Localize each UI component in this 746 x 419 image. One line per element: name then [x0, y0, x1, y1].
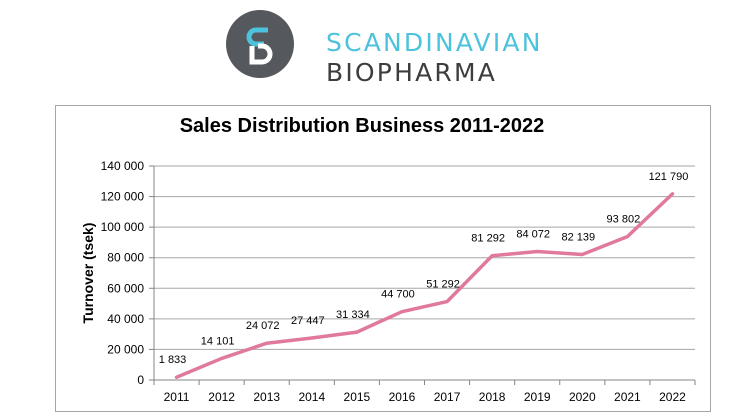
- y-tick-label: 0: [137, 373, 144, 387]
- chart-title: Sales Distribution Business 2011-2022: [180, 115, 545, 137]
- x-tick-label: 2021: [614, 390, 641, 404]
- x-tick-label: 2020: [569, 390, 596, 404]
- data-label: 24 072: [246, 320, 280, 332]
- series-line-turnover: [174, 192, 675, 379]
- logo-text-scandinavian: SCANDINAVIAN: [326, 28, 543, 57]
- data-label: 82 139: [561, 231, 595, 243]
- y-tick-label: 60 000: [107, 281, 144, 295]
- x-tick-label: 2017: [434, 390, 461, 404]
- data-label: 51 292: [426, 279, 460, 291]
- x-tick-label: 2022: [659, 390, 686, 404]
- x-tick-label: 2013: [253, 390, 280, 404]
- data-label: 84 072: [516, 228, 550, 240]
- x-tick-label: 2012: [208, 390, 235, 404]
- data-label: 27 447: [291, 315, 325, 327]
- logo-text-biopharma: BIOPHARMA: [326, 58, 498, 87]
- data-label: 93 802: [607, 214, 641, 226]
- data-label: 81 292: [471, 233, 505, 245]
- y-tick-label: 120 000: [101, 190, 145, 204]
- x-tick-label: 2014: [298, 390, 325, 404]
- sb-monogram-icon: [226, 10, 294, 78]
- x-tick-label: 2016: [389, 390, 416, 404]
- company-logo: SCANDINAVIAN BIOPHARMA: [226, 10, 540, 85]
- data-label: 44 700: [381, 289, 415, 301]
- y-tick-label: 140 000: [101, 159, 145, 173]
- data-label: 14 101: [201, 335, 235, 347]
- data-label: 31 334: [336, 309, 370, 321]
- y-tick-label: 100 000: [101, 220, 145, 234]
- data-label: 121 790: [649, 171, 689, 183]
- y-axis-label: Turnover (tsek): [80, 223, 96, 324]
- data-label: 1 833: [159, 354, 187, 366]
- y-tick-label: 40 000: [107, 312, 144, 326]
- x-tick-label: 2019: [524, 390, 551, 404]
- y-tick-label: 20 000: [107, 342, 144, 356]
- y-tick-label: 80 000: [107, 251, 144, 265]
- x-tick-label: 2011: [164, 390, 190, 404]
- x-tick-label: 2015: [344, 390, 371, 404]
- x-tick-label: 2018: [479, 390, 506, 404]
- chart-container: [55, 105, 711, 412]
